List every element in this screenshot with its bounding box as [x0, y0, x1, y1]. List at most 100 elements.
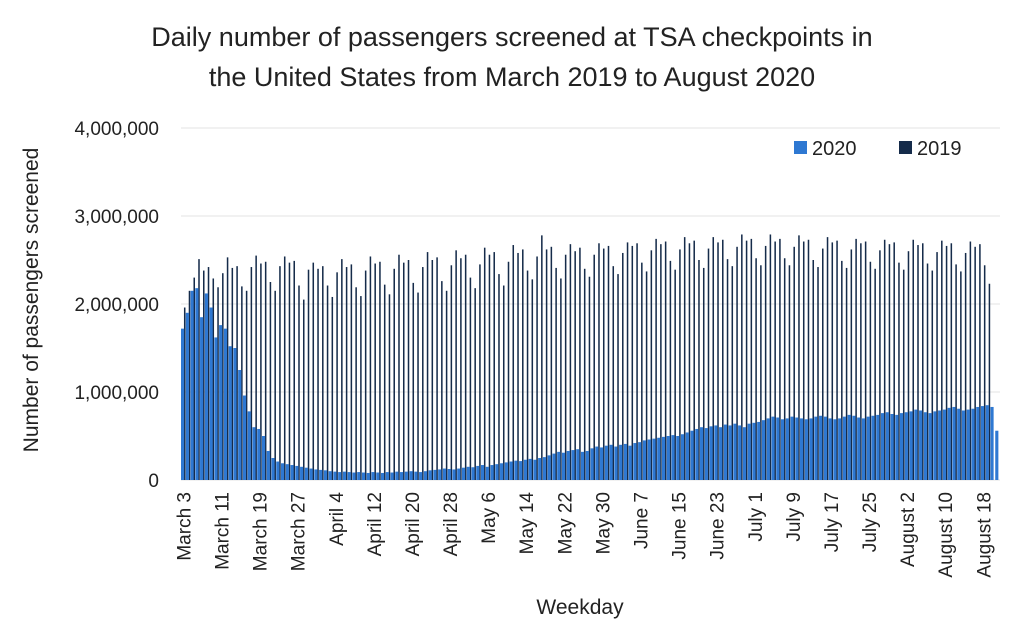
bar-2020: [504, 462, 508, 480]
legend-label-2020: 2020: [812, 138, 857, 160]
bar-2019: [374, 263, 376, 480]
bar-2019: [831, 242, 834, 480]
bar-2019: [288, 262, 291, 480]
x-tick-label: May 14: [517, 492, 538, 555]
bar-2019: [226, 257, 229, 480]
bar-2020: [438, 469, 442, 480]
bar-2020: [914, 409, 918, 480]
bar-2019: [955, 264, 957, 480]
bar-2020: [366, 472, 370, 480]
bar-2019: [441, 281, 443, 480]
bar-2020: [690, 430, 694, 480]
bar-2020: [600, 447, 604, 480]
bar-2019: [660, 244, 662, 480]
bar-2020: [666, 436, 670, 480]
bar-2019: [412, 282, 415, 480]
bar-2020: [476, 465, 480, 480]
bar-2020: [461, 467, 466, 480]
bar-2019: [693, 240, 695, 480]
bar-2020: [980, 406, 985, 480]
bar-2020: [571, 450, 575, 480]
bar-2019: [245, 290, 248, 480]
legend-label-2019: 2019: [917, 138, 962, 160]
bar-2020: [833, 419, 837, 480]
bar-2020: [633, 443, 637, 480]
bar-2019: [502, 285, 505, 480]
bar-2020: [361, 472, 366, 480]
bar-2020: [752, 422, 756, 480]
bar-2020: [333, 471, 337, 480]
bar-2019: [360, 296, 362, 480]
bar-2019: [945, 245, 948, 480]
bar-2019: [212, 278, 215, 480]
bar-2019: [722, 239, 724, 480]
bar-2020: [747, 423, 751, 480]
bar-2020: [823, 416, 827, 480]
bar-2020: [509, 461, 513, 480]
bar-2019: [769, 234, 772, 480]
bar-2019: [688, 243, 691, 480]
bar-2020: [809, 418, 813, 480]
bar-2019: [483, 247, 486, 480]
bar-2020: [785, 418, 789, 480]
bar-2019: [479, 264, 481, 480]
bar-2019: [341, 259, 343, 480]
x-tick-label: May 6: [479, 492, 500, 544]
bar-2019: [283, 256, 286, 480]
bar-2019: [417, 292, 419, 480]
bar-2020: [976, 406, 980, 480]
bar-2019: [474, 288, 476, 480]
bar-2020: [342, 471, 347, 480]
bar-2019: [812, 260, 815, 480]
legend: 2020 2019: [794, 138, 962, 160]
x-tick-label: July 25: [860, 492, 881, 552]
bar-2019: [860, 243, 862, 480]
bar-2020: [209, 307, 213, 480]
bar-2020: [761, 420, 766, 480]
bar-2020: [395, 471, 399, 480]
x-tick-label: June 23: [708, 492, 729, 560]
bar-2019: [912, 239, 915, 480]
bar-2019: [269, 282, 272, 480]
bar-2020: [661, 436, 666, 480]
x-tick-label: April 12: [365, 492, 386, 556]
bar-2020: [185, 312, 189, 480]
bar-2019: [455, 250, 457, 480]
bar-2020: [547, 455, 551, 480]
bar-2020: [947, 407, 951, 480]
bar-2019: [907, 251, 910, 480]
bar-2019: [564, 254, 567, 480]
bar-2020: [352, 472, 356, 480]
bar-2019: [750, 238, 753, 480]
y-tick-label: 3,000,000: [74, 207, 159, 228]
bar-2020: [452, 469, 456, 480]
bar-2020: [252, 427, 256, 480]
bar-2019: [864, 241, 867, 480]
x-tick-label: July 1: [746, 492, 767, 542]
bar-2020: [852, 415, 856, 480]
bar-2019: [888, 244, 891, 480]
bar-2019: [617, 274, 619, 480]
bar-2020: [723, 424, 727, 480]
bar-2019: [850, 249, 853, 480]
y-axis-label: Number of passengers screened: [20, 148, 43, 453]
bar-2020: [195, 288, 199, 480]
bar-2019: [507, 261, 510, 480]
bar-2020: [181, 328, 185, 480]
bar-2019: [317, 268, 319, 480]
bar-2020: [966, 409, 970, 480]
bar-2019: [874, 268, 876, 480]
bar-2019: [807, 239, 810, 480]
bar-2020: [695, 428, 699, 480]
bar-2020: [871, 415, 875, 480]
bar-2019: [826, 237, 829, 480]
bar-2019: [522, 249, 524, 480]
bar-2020: [304, 467, 308, 480]
bar-2019: [655, 238, 657, 480]
bar-2019: [307, 269, 310, 480]
bar-2020: [223, 328, 227, 480]
bar-2020: [861, 418, 866, 480]
bar-2019: [488, 254, 491, 480]
bar-2020: [714, 425, 718, 480]
bar-2020: [261, 436, 266, 480]
